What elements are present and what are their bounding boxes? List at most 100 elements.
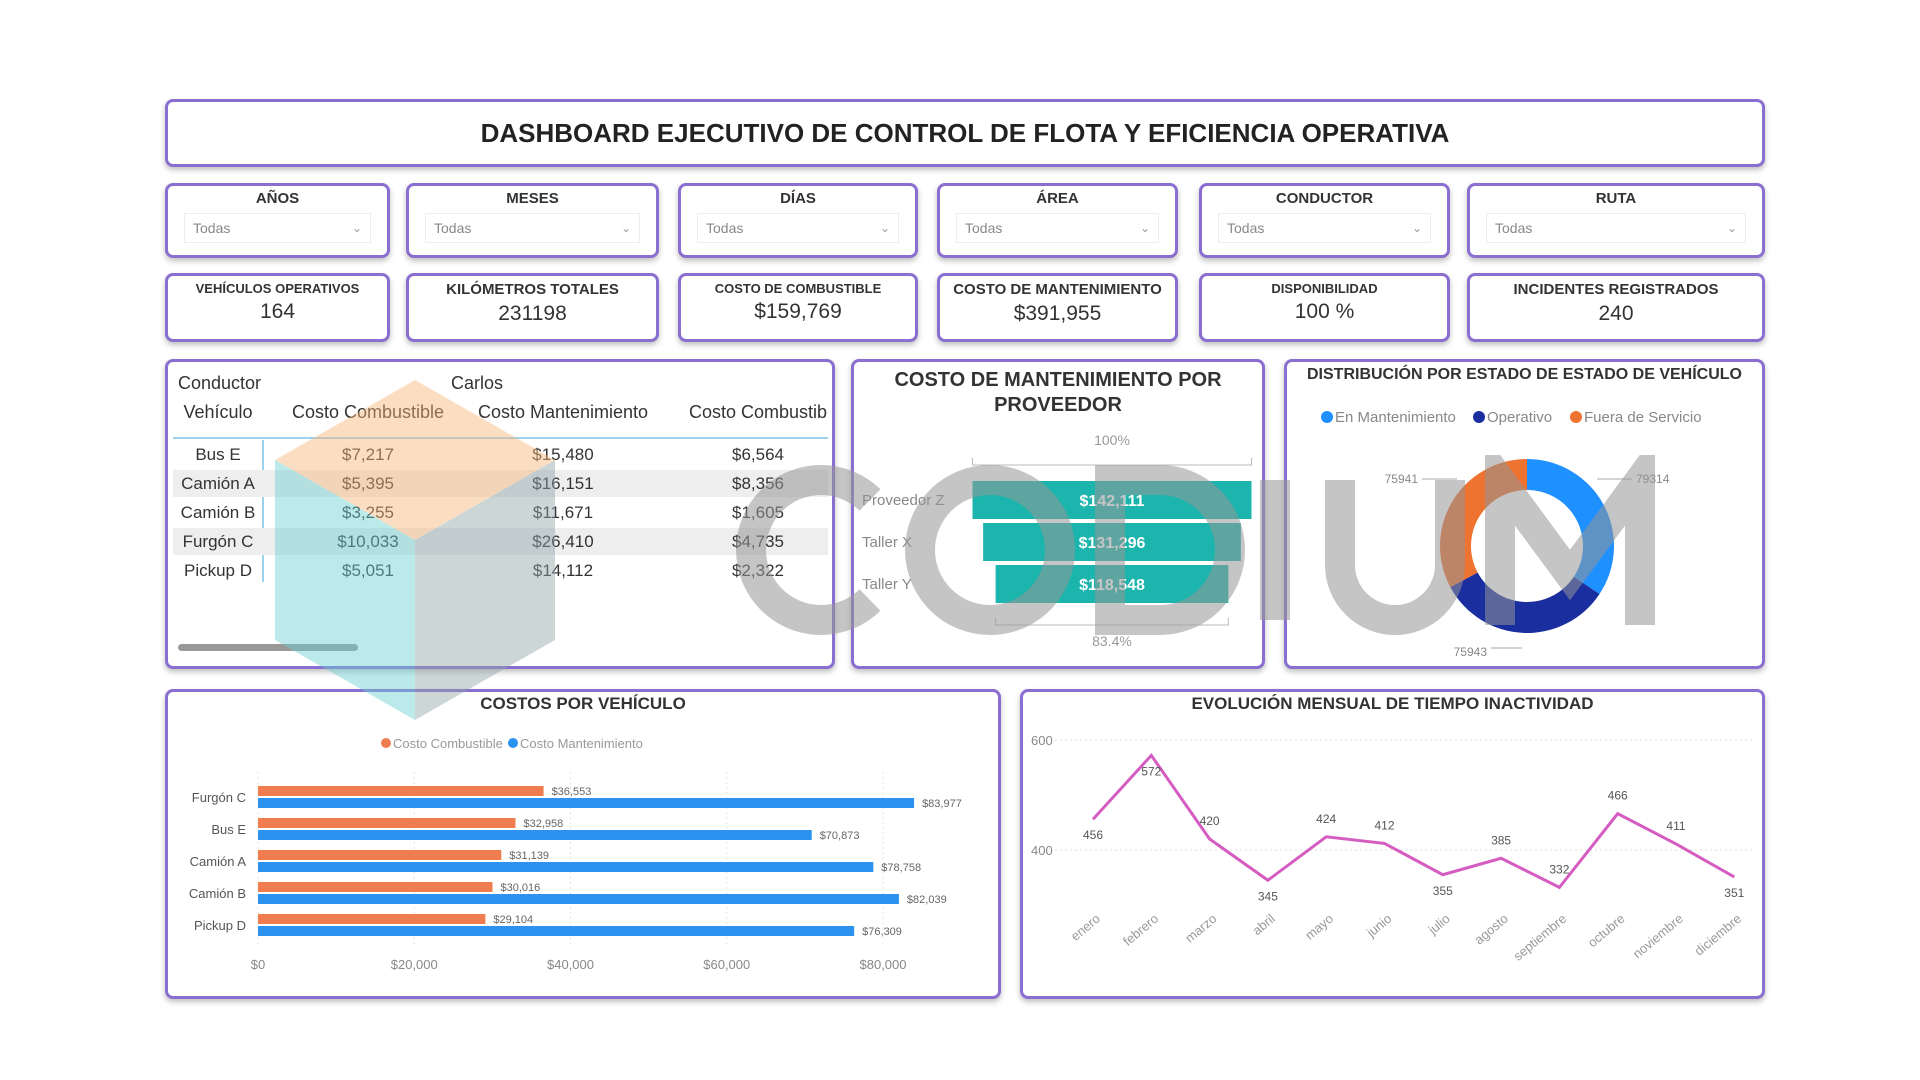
data-label: 351 — [1724, 886, 1744, 900]
filter-label: AÑOS — [255, 190, 300, 207]
table-cell: $1,605 — [732, 503, 784, 522]
bar-data-label: $32,958 — [523, 818, 563, 830]
funnel-data-label: $118,548 — [1079, 577, 1145, 594]
line-series — [1091, 753, 1736, 890]
table-cell: $11,671 — [533, 503, 593, 522]
table-cell: $10,033 — [337, 532, 398, 551]
kpi-card-1: KILÓMETROS TOTALES 231198 — [406, 273, 659, 342]
donut-data-label: 75943 — [1454, 645, 1488, 659]
x-month-label: diciembre — [1691, 911, 1744, 959]
donut-panel: DISTRIBUCIÓN POR ESTADO DE ESTADO DE VEH… — [1284, 359, 1765, 669]
table-cell: $15,480 — [532, 445, 593, 464]
y-tick-label: 600 — [1031, 733, 1053, 748]
funnel-title: COSTO DE MANTENIMIENTO POR PROVEEDOR — [894, 369, 1222, 416]
table-cell: $26,410 — [532, 532, 593, 551]
row-stripe — [173, 470, 828, 497]
bar-fuel — [258, 850, 502, 860]
funnel-top-label: 100% — [1094, 432, 1130, 448]
filter-dropdown[interactable]: Todas ⌄ — [697, 213, 899, 243]
x-month-label: octubre — [1585, 911, 1628, 950]
filter-3: ÁREA Todas ⌄ — [937, 183, 1178, 258]
filter-dropdown[interactable]: Todas ⌄ — [1486, 213, 1746, 243]
x-tick-label: $20,000 — [391, 957, 438, 972]
filter-dropdown[interactable]: Todas ⌄ — [425, 213, 640, 243]
table-cell: $7,217 — [342, 445, 394, 464]
funnel-bottom-bracket — [995, 618, 1229, 626]
matrix-panel: Conductor Carlos Vehículo Costo Combustible… — [165, 359, 835, 669]
kpi-card-4: DISPONIBILIDAD 100 % — [1199, 273, 1450, 342]
dashboard-title: DASHBOARD EJECUTIVO DE CONTROL DE FLOTA … — [165, 99, 1765, 167]
kpi-value: 100 % — [1294, 300, 1355, 323]
x-tick-label: $0 — [251, 957, 265, 972]
data-label: 412 — [1374, 818, 1394, 832]
y-category-label: Bus E — [211, 822, 246, 837]
funnel-data-label: $142,111 — [1080, 493, 1145, 510]
bar-panel: COSTOS POR VEHÍCULO Costo Combustible Cos… — [165, 689, 1001, 999]
bar-data-label: $30,016 — [501, 882, 541, 894]
kpi-card-3: COSTO DE MANTENIMIENTO $391,955 — [937, 273, 1178, 342]
filter-label: RUTA — [1595, 190, 1637, 207]
row-header-vehiculo: Vehículo — [183, 402, 252, 422]
title-text: DASHBOARD EJECUTIVO DE CONTROL DE FLOTA … — [480, 117, 1450, 148]
funnel-chart: 100% $142,111 Proveedor Z $131,296 Taller X $… — [862, 432, 1252, 649]
data-label: 424 — [1316, 812, 1336, 826]
data-label: 385 — [1491, 833, 1511, 847]
bar-maintenance — [258, 926, 855, 936]
kpi-card-0: VEHÍCULOS OPERATIVOS 164 — [165, 273, 390, 342]
filter-label: DÍAS — [780, 190, 816, 207]
donut-data-label: 75941 — [1385, 472, 1419, 486]
filter-dropdown[interactable]: Todas ⌄ — [1218, 213, 1431, 243]
kpi-label: DISPONIBILIDAD — [1271, 281, 1378, 296]
bar-data-label: $78,758 — [881, 862, 921, 874]
filter-1: MESES Todas ⌄ — [406, 183, 659, 258]
table-row-vehicle: Bus E — [195, 445, 240, 464]
x-month-label: abril — [1249, 911, 1278, 938]
data-label: 456 — [1083, 828, 1103, 842]
legend-label: Costo Combustible — [393, 736, 503, 751]
funnel-data-label: $131,296 — [1079, 535, 1146, 552]
bar-fuel — [258, 818, 516, 828]
donut-slice — [1450, 572, 1600, 633]
horizontal-scrollbar[interactable] — [178, 644, 358, 651]
x-month-label: marzo — [1182, 911, 1219, 946]
kpi-value: $391,955 — [1013, 302, 1102, 325]
table-cell: $6,564 — [732, 445, 784, 464]
funnel-category-label: Taller X — [862, 534, 912, 551]
bar-data-label: $70,873 — [820, 830, 860, 842]
filter-0: AÑOS Todas ⌄ — [165, 183, 390, 258]
table-cell: $8,356 — [732, 474, 784, 493]
bar-fuel — [258, 786, 544, 796]
bar-chart: Costo Combustible Costo Mantenimiento $0 $2… — [189, 736, 962, 972]
filter-5: RUTA Todas ⌄ — [1467, 183, 1765, 258]
table-row-vehicle: Furgón C — [183, 532, 254, 551]
x-tick-label: $40,000 — [547, 957, 594, 972]
bar-data-label: $83,977 — [922, 798, 962, 810]
chevron-down-icon: ⌄ — [1726, 221, 1737, 235]
legend-label: En Mantenimiento — [1335, 409, 1456, 426]
y-category-label: Furgón C — [192, 790, 246, 805]
kpi-label: INCIDENTES REGISTRADOS — [1513, 281, 1719, 298]
kpi-label: KILÓMETROS TOTALES — [446, 281, 619, 298]
donut-chart: En Mantenimiento Operativo Fuera de Servic… — [1321, 409, 1702, 659]
chevron-down-icon: ⌄ — [1411, 221, 1422, 235]
filter-label: ÁREA — [1036, 190, 1079, 207]
table-cell: $4,735 — [732, 532, 784, 551]
x-month-label: noviembre — [1630, 911, 1686, 962]
bar-data-label: $31,139 — [509, 850, 549, 862]
table-cell: $16,151 — [532, 474, 593, 493]
legend-label: Fuera de Servicio — [1584, 409, 1702, 426]
filter-dropdown[interactable]: Todas ⌄ — [184, 213, 371, 243]
bar-fuel — [258, 914, 486, 924]
filter-dropdown[interactable]: Todas ⌄ — [956, 213, 1159, 243]
funnel-category-label: Taller Y — [862, 576, 912, 593]
filter-value: Todas — [193, 220, 231, 236]
data-label: 345 — [1258, 889, 1278, 903]
table-cell: $5,051 — [342, 561, 394, 580]
y-tick-label: 400 — [1031, 843, 1053, 858]
chevron-down-icon: ⌄ — [879, 221, 890, 235]
funnel-category-label: Proveedor Z — [862, 492, 945, 509]
x-month-label: septiembre — [1510, 911, 1569, 964]
bar-maintenance — [258, 894, 899, 904]
legend-label: Operativo — [1487, 409, 1552, 426]
filter-value: Todas — [706, 220, 744, 236]
